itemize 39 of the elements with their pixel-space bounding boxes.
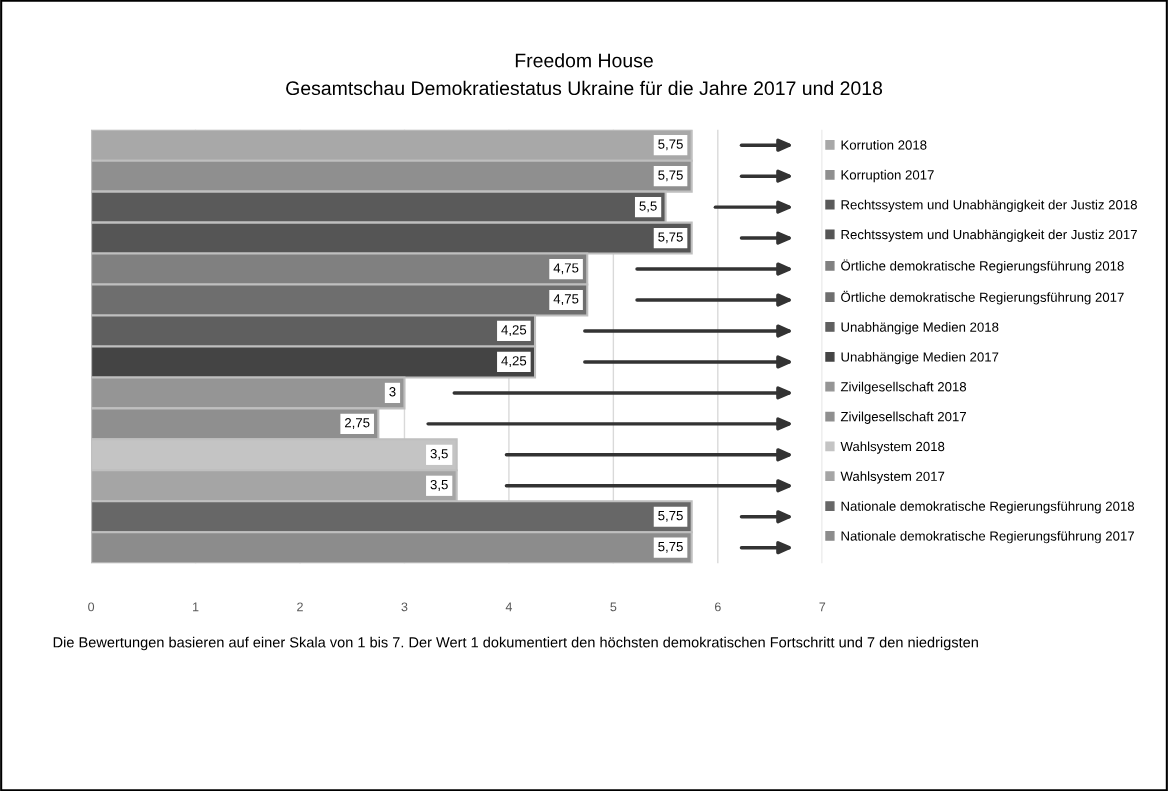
data-label: 4,75 [553,294,579,306]
data-label: 3,5 [430,479,448,491]
legend-label: Unabhängige Medien 2018 [841,322,999,335]
data-label: 3,5 [430,449,448,460]
legend-label: Korruption 2017 [841,169,934,183]
chart-subtitle: Gesamtschau Demokratiestatus Ukraine für die Jahre 2017 und 2018 [286,80,883,96]
legend-label: Rechtssystem und Unabhängigkeit der Justiz 2018 [841,199,1137,213]
data-label: 5,75 [658,511,683,522]
data-label: 5,75 [658,232,683,244]
legend-label: Örtliche demokratische Regierungsführung 2018 [841,259,1124,274]
data-label: 5,75 [658,139,683,151]
chart-title: Freedom House [515,53,653,68]
legend-label: Unabhängige Medien 2017 [841,351,999,365]
data-label: 5,5 [639,201,657,213]
x-tick-label: 5 [610,602,617,612]
data-label: 4,25 [501,356,527,368]
x-tick-label: 2 [297,602,303,612]
legend-label: Wahlsystem 2018 [840,441,945,454]
data-label: 4,25 [501,325,527,337]
text: Die Bewertungen basieren auf einer Skala von 1 bis 7. Der Wert 1 dokumentiert den höchsten demokratischen Fortschritt und 7 den niedrigsten [53,636,978,651]
legend-label: Zivilgesellschaft 2018 [840,381,967,395]
x-tick-label: 0 [88,602,95,612]
legend-label: Wahlsystem 2017 [840,471,945,484]
data-label: 5,75 [658,542,683,553]
x-tick-label: 1 [193,602,199,612]
x-tick-label: 4 [505,602,513,612]
legend-label: Nationale demokratische Regierungsführung 2017 [841,531,1134,544]
data-label: 4,75 [553,263,579,275]
data-label: 3 [389,387,396,397]
x-tick-label: 7 [819,602,826,612]
legend-label: Örtliche demokratische Regierungsführung 2017 [841,290,1124,305]
x-tick-label: 6 [714,602,721,612]
data-label: 5,75 [658,170,683,182]
data-label: 2,75 [345,418,370,429]
legend-label: Korrution 2018 [841,140,927,150]
legend-label: Zivilgesellschaft 2017 [840,411,966,424]
legend-label: Nationale demokratische Regierungsführung 2018 [841,501,1135,514]
legend-label: Rechtssystem und Unabhängigkeit der Justiz 2017 [841,229,1137,242]
x-tick-label: 3 [401,602,408,612]
